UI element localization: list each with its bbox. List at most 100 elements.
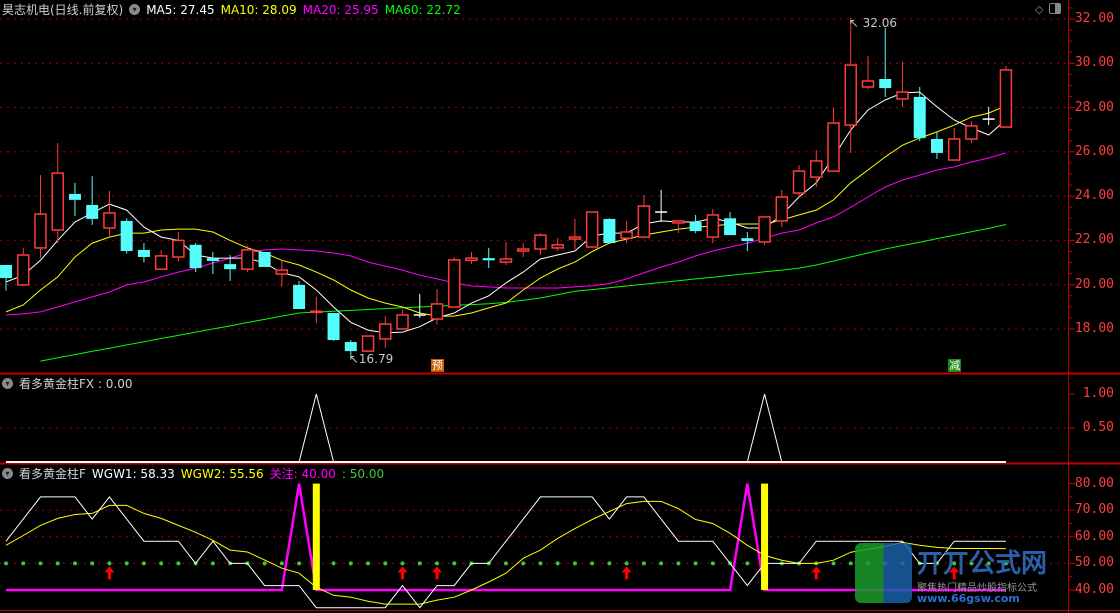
y-axis-label: 24.00 bbox=[1074, 188, 1114, 204]
candle-body bbox=[327, 313, 340, 341]
candle-body bbox=[947, 138, 961, 161]
candlestick bbox=[879, 27, 892, 97]
candle-body bbox=[637, 205, 651, 238]
watermark-slogan: 聚焦热门精品炒股指标公式 bbox=[917, 583, 1037, 594]
candle-body bbox=[68, 193, 81, 200]
window-toggle-icon[interactable] bbox=[1049, 3, 1062, 14]
candle-body bbox=[620, 231, 633, 239]
level-dot bbox=[607, 561, 612, 566]
top-right-icons: ◇ bbox=[1035, 3, 1062, 16]
ma60-line bbox=[40, 224, 1007, 362]
candlestick bbox=[758, 216, 771, 245]
candlestick bbox=[516, 243, 530, 258]
ma20-line bbox=[5, 152, 1007, 316]
level-dot bbox=[331, 561, 336, 566]
level-dot bbox=[710, 561, 715, 566]
fx-line bbox=[6, 393, 1006, 463]
candle-body bbox=[51, 172, 64, 231]
candle-body bbox=[913, 96, 926, 139]
level-dot bbox=[159, 561, 164, 566]
level-dot bbox=[417, 561, 422, 566]
up-arrow-icon bbox=[397, 566, 408, 580]
level-dot bbox=[572, 561, 577, 566]
y-axis-label: 32.00 bbox=[1074, 11, 1114, 26]
candlestick bbox=[775, 189, 789, 228]
arrow-left-icon: ↖ bbox=[348, 351, 359, 366]
logo-mark-icon bbox=[855, 543, 912, 603]
y-axis-label: 30.00 bbox=[1074, 55, 1114, 71]
candle-body bbox=[103, 212, 116, 229]
chevron-down-circle-icon[interactable]: ▾ bbox=[2, 468, 13, 479]
y-axis-label: 18.00 bbox=[1074, 320, 1114, 336]
candle-body bbox=[965, 125, 978, 140]
chevron-down-circle-icon[interactable]: ▾ bbox=[129, 4, 141, 15]
level-dot bbox=[590, 561, 595, 566]
ma20-label: MA20: 25.95 bbox=[302, 2, 379, 17]
candlestick bbox=[792, 165, 806, 198]
candle-body bbox=[741, 238, 754, 242]
candle-body bbox=[672, 220, 685, 224]
chevron-down-circle-icon[interactable]: ▾ bbox=[2, 378, 13, 389]
signal-marker: 减 bbox=[948, 359, 962, 372]
level-dot bbox=[452, 561, 457, 566]
golden-bar bbox=[761, 483, 769, 590]
candlestick bbox=[724, 212, 737, 236]
candle-body bbox=[241, 249, 254, 270]
candlestick bbox=[896, 61, 909, 107]
candlestick bbox=[930, 131, 943, 159]
level-dot bbox=[969, 561, 974, 566]
candle-body bbox=[16, 254, 30, 286]
candlestick bbox=[258, 251, 271, 267]
stock-title: 昊志机电(日线.前复权) bbox=[2, 3, 124, 17]
candle-body bbox=[844, 64, 858, 126]
level-dot bbox=[400, 561, 405, 566]
up-arrow-icon bbox=[811, 566, 822, 580]
focus-line bbox=[6, 483, 1006, 592]
watermark-site: www.66gsw.com bbox=[917, 592, 1020, 605]
candle-body bbox=[861, 80, 875, 88]
candle-body bbox=[551, 244, 564, 249]
arrow-left-icon: ↖ bbox=[848, 15, 859, 30]
candlestick bbox=[551, 238, 564, 252]
candle-body bbox=[896, 91, 909, 100]
up-arrow-icon bbox=[104, 566, 115, 580]
level-dot bbox=[90, 561, 95, 566]
candle-body bbox=[447, 259, 461, 308]
candle-body bbox=[499, 258, 513, 263]
candlestick bbox=[137, 243, 150, 263]
candlestick bbox=[430, 289, 444, 325]
candle-body bbox=[293, 284, 306, 310]
candlestick bbox=[482, 247, 495, 269]
high-price-annotation: ↖ 32.06 bbox=[849, 16, 897, 30]
candlestick bbox=[947, 127, 961, 161]
fx-panel-header: ▾ 看多黄金柱FX : 0.00 bbox=[2, 375, 133, 392]
candle-body bbox=[999, 69, 1013, 128]
candlestick bbox=[103, 191, 116, 238]
level-dot bbox=[952, 561, 957, 566]
low-price-value: 16.79 bbox=[358, 351, 394, 366]
fx-title: 看多黄金柱FX : 0.00 bbox=[19, 377, 133, 391]
candlestick bbox=[534, 233, 547, 256]
candlestick bbox=[568, 218, 582, 250]
level-dot bbox=[297, 561, 302, 566]
wgw1-label: WGW1: 58.33 bbox=[91, 466, 175, 481]
candlestick bbox=[965, 121, 978, 143]
y-axis-label: 1.00 bbox=[1082, 386, 1114, 401]
wgw1-line bbox=[5, 496, 1006, 609]
level-dot bbox=[38, 561, 43, 566]
level-dot bbox=[176, 561, 181, 566]
candle-body bbox=[361, 335, 375, 352]
candle-body bbox=[224, 264, 237, 270]
up-arrow-icon bbox=[432, 566, 442, 580]
candle-body bbox=[172, 239, 185, 258]
candlestick bbox=[293, 280, 306, 310]
candle-body bbox=[534, 234, 547, 250]
candle-body bbox=[724, 218, 737, 236]
candlestick bbox=[361, 335, 375, 352]
level-dot bbox=[986, 561, 991, 566]
candlestick bbox=[413, 293, 426, 318]
diamond-icon[interactable]: ◇ bbox=[1035, 3, 1044, 16]
y-axis-label: 70.00 bbox=[1074, 502, 1114, 518]
level-dot bbox=[503, 561, 508, 566]
